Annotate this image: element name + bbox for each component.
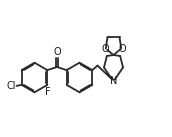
Text: O: O [53, 47, 61, 57]
Text: F: F [45, 87, 51, 97]
Text: N: N [110, 75, 117, 85]
Text: O: O [101, 45, 109, 55]
Text: Cl: Cl [6, 81, 16, 91]
Text: O: O [118, 45, 126, 55]
